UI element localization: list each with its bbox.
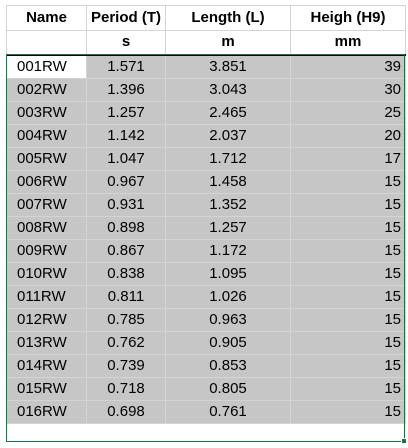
cell-height[interactable]: 15 — [290, 261, 406, 286]
cell-length[interactable]: 1.172 — [165, 238, 291, 263]
table-row: 008RW 0.898 1.257 15 — [6, 215, 406, 240]
cell-height[interactable]: 15 — [290, 353, 406, 378]
unit-length[interactable]: m — [165, 30, 291, 56]
cell-name[interactable]: 002RW — [6, 77, 87, 102]
cell-period[interactable]: 0.739 — [86, 353, 166, 378]
cell-height[interactable]: 30 — [290, 77, 406, 102]
cell-height[interactable]: 15 — [290, 192, 406, 217]
cell-period[interactable]: 0.718 — [86, 376, 166, 401]
cell-period[interactable]: 0.931 — [86, 192, 166, 217]
cell-period[interactable]: 1.257 — [86, 100, 166, 125]
cell-name[interactable]: 004RW — [6, 123, 87, 148]
header-length[interactable]: Length (L) — [165, 5, 291, 31]
cell-length[interactable]: 1.712 — [165, 146, 291, 171]
cell-length[interactable]: 0.905 — [165, 330, 291, 355]
cell-height[interactable]: 25 — [290, 100, 406, 125]
header-period[interactable]: Period (T) — [86, 5, 166, 31]
table-row: 016RW 0.698 0.761 15 — [6, 399, 406, 424]
cell-name[interactable]: 007RW — [6, 192, 87, 217]
cell-name[interactable]: 013RW — [6, 330, 87, 355]
cell-period[interactable]: 1.571 — [86, 54, 166, 79]
table-row: 015RW 0.718 0.805 15 — [6, 376, 406, 401]
table-row: 013RW 0.762 0.905 15 — [6, 330, 406, 355]
cell-height[interactable]: 15 — [290, 376, 406, 401]
cell-length[interactable]: 1.257 — [165, 215, 291, 240]
table-row: 009RW 0.867 1.172 15 — [6, 238, 406, 263]
cell-period[interactable]: 0.762 — [86, 330, 166, 355]
cell-height[interactable]: 17 — [290, 146, 406, 171]
cell-name[interactable]: 008RW — [6, 215, 87, 240]
unit-period[interactable]: s — [86, 30, 166, 56]
table-row: 002RW 1.396 3.043 30 — [6, 77, 406, 102]
cell-length[interactable]: 0.963 — [165, 307, 291, 332]
table-row: 003RW 1.257 2.465 25 — [6, 100, 406, 125]
table-row: 012RW 0.785 0.963 15 — [6, 307, 406, 332]
table-row: 007RW 0.931 1.352 15 — [6, 192, 406, 217]
data-table: Name Period (T) Length (L) Heigh (H9) s … — [6, 5, 406, 424]
table-row: 001RW 1.571 3.851 39 — [6, 54, 406, 79]
cell-period[interactable]: 1.047 — [86, 146, 166, 171]
cell-name[interactable]: 012RW — [6, 307, 87, 332]
cell-length[interactable]: 1.026 — [165, 284, 291, 309]
cell-period[interactable]: 1.142 — [86, 123, 166, 148]
table-row: 011RW 0.811 1.026 15 — [6, 284, 406, 309]
cell-height[interactable]: 15 — [290, 399, 406, 424]
cell-length[interactable]: 3.851 — [165, 54, 291, 79]
units-row: s m mm — [6, 30, 406, 56]
cell-period[interactable]: 0.811 — [86, 284, 166, 309]
table-row: 006RW 0.967 1.458 15 — [6, 169, 406, 194]
cell-length[interactable]: 2.037 — [165, 123, 291, 148]
cell-period[interactable]: 0.698 — [86, 399, 166, 424]
cell-height[interactable]: 20 — [290, 123, 406, 148]
cell-length[interactable]: 3.043 — [165, 77, 291, 102]
cell-height[interactable]: 15 — [290, 215, 406, 240]
unit-height[interactable]: mm — [290, 30, 406, 56]
table-row: 010RW 0.838 1.095 15 — [6, 261, 406, 286]
cell-length[interactable]: 1.095 — [165, 261, 291, 286]
cell-name[interactable]: 009RW — [6, 238, 87, 263]
cell-height[interactable]: 15 — [290, 307, 406, 332]
cell-name[interactable]: 003RW — [6, 100, 87, 125]
cell-height[interactable]: 15 — [290, 169, 406, 194]
cell-period[interactable]: 0.967 — [86, 169, 166, 194]
cell-period[interactable]: 0.867 — [86, 238, 166, 263]
cell-height[interactable]: 39 — [290, 54, 406, 79]
cell-length[interactable]: 2.465 — [165, 100, 291, 125]
header-height[interactable]: Heigh (H9) — [290, 5, 406, 31]
table-row: 005RW 1.047 1.712 17 — [6, 146, 406, 171]
cell-length[interactable]: 1.458 — [165, 169, 291, 194]
cell-period[interactable]: 0.785 — [86, 307, 166, 332]
cell-length[interactable]: 1.352 — [165, 192, 291, 217]
cell-period[interactable]: 1.396 — [86, 77, 166, 102]
cell-name[interactable]: 014RW — [6, 353, 87, 378]
header-name[interactable]: Name — [6, 5, 87, 31]
cell-name[interactable]: 005RW — [6, 146, 87, 171]
cell-length[interactable]: 0.761 — [165, 399, 291, 424]
table-row: 004RW 1.142 2.037 20 — [6, 123, 406, 148]
cell-name[interactable]: 011RW — [6, 284, 87, 309]
cell-height[interactable]: 15 — [290, 238, 406, 263]
cell-length[interactable]: 0.853 — [165, 353, 291, 378]
cell-length[interactable]: 0.805 — [165, 376, 291, 401]
cell-name[interactable]: 015RW — [6, 376, 87, 401]
header-row: Name Period (T) Length (L) Heigh (H9) — [6, 5, 406, 31]
unit-name[interactable] — [6, 30, 87, 56]
fill-handle[interactable] — [401, 438, 407, 444]
cell-period[interactable]: 0.838 — [86, 261, 166, 286]
table-row: 014RW 0.739 0.853 15 — [6, 353, 406, 378]
cell-name[interactable]: 001RW — [6, 54, 87, 79]
cell-period[interactable]: 0.898 — [86, 215, 166, 240]
cell-height[interactable]: 15 — [290, 284, 406, 309]
cell-name[interactable]: 006RW — [6, 169, 87, 194]
cell-name[interactable]: 016RW — [6, 399, 87, 424]
cell-height[interactable]: 15 — [290, 330, 406, 355]
cell-name[interactable]: 010RW — [6, 261, 87, 286]
